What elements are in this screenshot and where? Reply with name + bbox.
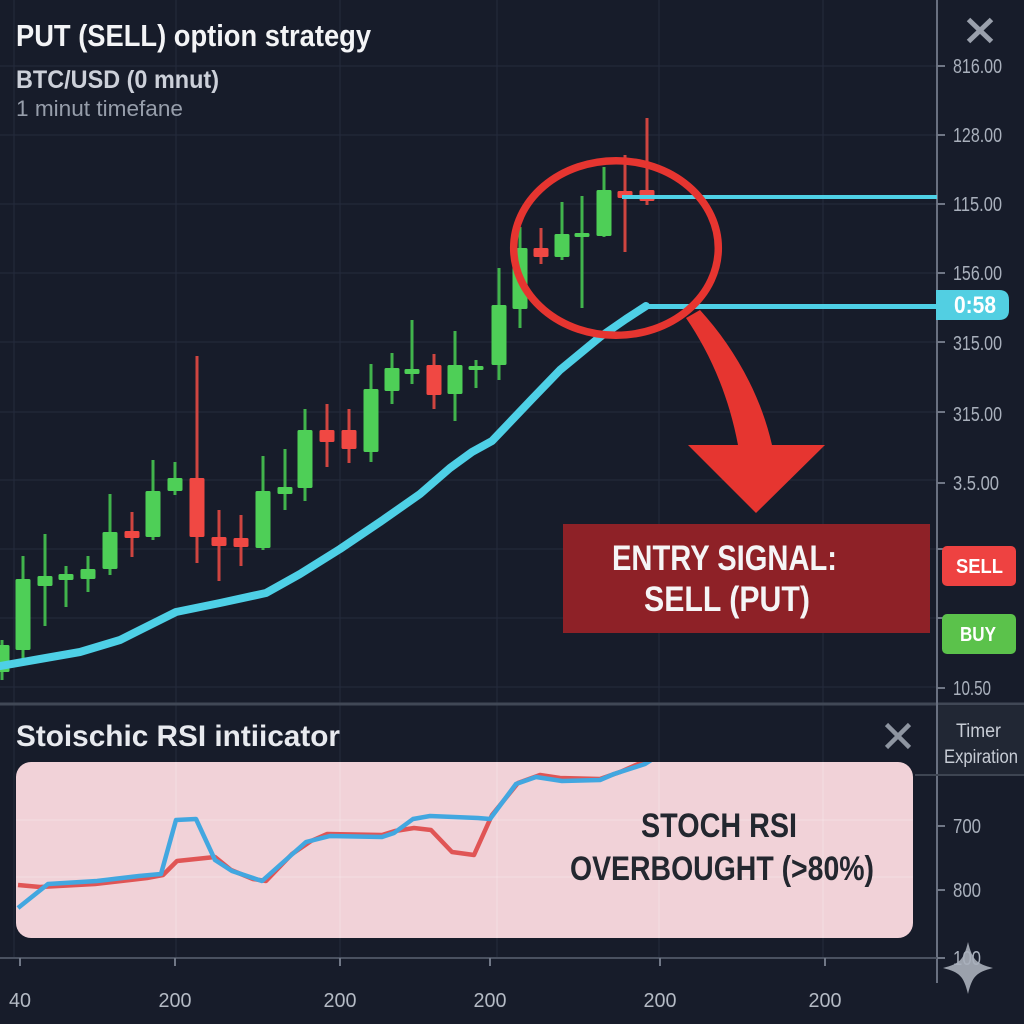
- svg-text:Timer: Timer: [956, 721, 1002, 742]
- svg-text:115.00: 115.00: [953, 194, 1002, 216]
- svg-text:Stoischic RSI intiicator: Stoischic RSI intiicator: [16, 720, 340, 753]
- svg-text:128.00: 128.00: [953, 125, 1002, 147]
- svg-text:100: 100: [953, 948, 981, 970]
- svg-text:315.00: 315.00: [953, 333, 1002, 355]
- svg-text:816.00: 816.00: [953, 56, 1002, 78]
- svg-text:ENTRY SIGNAL:: ENTRY SIGNAL:: [612, 539, 837, 578]
- svg-text:200: 200: [644, 990, 677, 1012]
- svg-text:200: 200: [159, 990, 192, 1012]
- svg-text:200: 200: [474, 990, 507, 1012]
- svg-text:1 minut timefane: 1 minut timefane: [16, 96, 183, 121]
- svg-text:800: 800: [953, 880, 981, 902]
- svg-text:315.00: 315.00: [953, 404, 1002, 426]
- svg-text:200: 200: [324, 990, 357, 1012]
- svg-text:3.5.00: 3.5.00: [953, 473, 999, 495]
- svg-text:200: 200: [809, 990, 842, 1012]
- svg-text:700: 700: [953, 816, 981, 838]
- svg-text:156.00: 156.00: [953, 263, 1002, 285]
- svg-text:10.50: 10.50: [953, 678, 991, 700]
- svg-text:40: 40: [9, 990, 31, 1012]
- svg-text:OVERBOUGHT (>80%): OVERBOUGHT (>80%): [570, 850, 874, 888]
- svg-text:Expiration: Expiration: [944, 747, 1018, 768]
- svg-text:SELL: SELL: [956, 556, 1003, 578]
- svg-text:0:58: 0:58: [954, 292, 996, 319]
- svg-text:BUY: BUY: [960, 624, 997, 646]
- svg-text:BTC/USD (0 mnut): BTC/USD (0 mnut): [16, 66, 219, 94]
- svg-text:SELL (PUT): SELL (PUT): [644, 580, 810, 619]
- svg-text:PUT (SELL) option strategy: PUT (SELL) option strategy: [16, 18, 372, 53]
- svg-text:STOCH RSI: STOCH RSI: [641, 807, 797, 845]
